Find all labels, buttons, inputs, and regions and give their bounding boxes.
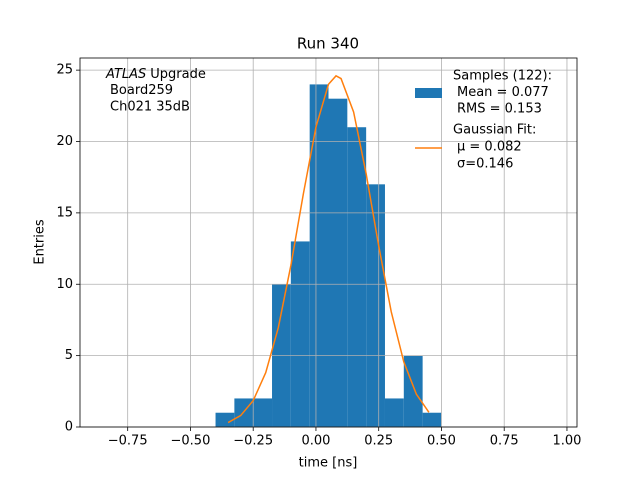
histogram-bar	[347, 127, 367, 427]
histogram-bar	[253, 398, 273, 427]
histogram-bar	[290, 241, 310, 427]
annotation-text: Upgrade	[150, 67, 206, 82]
plot-frame	[79, 57, 578, 428]
legend-label: Samples (122):	[453, 69, 552, 84]
annotation: ATLAS Upgrade	[105, 67, 206, 82]
histogram-bar	[384, 398, 404, 427]
legend-label: Gaussian Fit:	[453, 123, 536, 138]
x-tick-label: 0.25	[364, 434, 393, 449]
x-tick-label: 0.50	[427, 434, 456, 449]
x-tick-label: 1.00	[552, 434, 581, 449]
legend-swatch	[415, 88, 442, 98]
y-tick-label: 10	[56, 277, 73, 292]
histogram-bar	[366, 184, 385, 427]
histogram-bar	[215, 412, 235, 427]
x-tick-label: −0.75	[108, 434, 148, 449]
histogram-bar	[309, 84, 329, 427]
fit-line	[227, 74, 430, 424]
histogram-bar	[422, 412, 442, 427]
y-tick-label: 15	[56, 205, 73, 220]
x-tick-label: 0.00	[301, 434, 330, 449]
x-tick-label: −0.25	[233, 434, 273, 449]
annotation-italic: ATLAS	[105, 67, 146, 82]
legend-detail: RMS = 0.153	[457, 102, 542, 117]
histogram-bar	[328, 98, 348, 427]
y-tick-label: 0	[65, 420, 73, 435]
y-tick-label: 5	[65, 348, 73, 363]
x-tick-label: −0.50	[171, 434, 211, 449]
x-tick-label: 0.75	[490, 434, 519, 449]
y-tick-label: 25	[56, 63, 73, 78]
chart-title: Run 340	[297, 35, 359, 53]
y-tick-label: 20	[56, 134, 73, 149]
legend-detail: Mean = 0.077	[457, 85, 549, 100]
annotation: Board259	[110, 83, 173, 98]
histogram-bar	[403, 355, 423, 427]
annotation: Ch021 35dB	[110, 100, 190, 115]
x-axis-label: time [ns]	[299, 456, 358, 471]
legend-detail: μ = 0.082	[457, 140, 522, 155]
y-axis-label: Entries	[33, 219, 48, 265]
legend-detail: σ=0.146	[457, 157, 513, 172]
